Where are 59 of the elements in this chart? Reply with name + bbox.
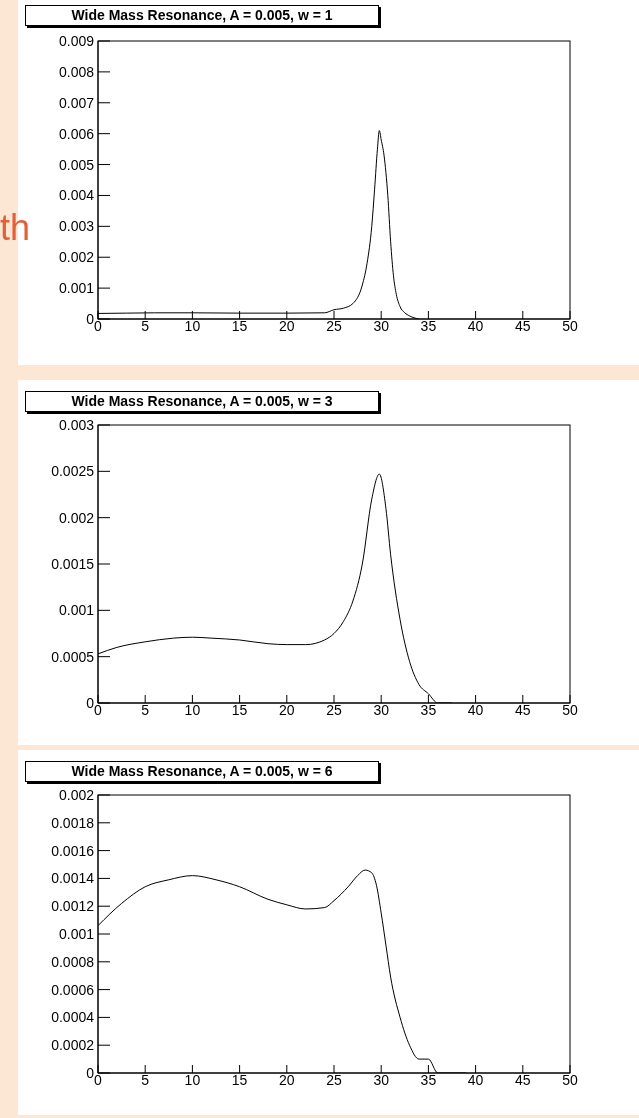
y-tick-label: 0.001 [58,602,95,619]
x-tick-label: 35 [420,701,437,718]
x-tick-label: 5 [141,317,150,334]
y-tick-label: 0.003 [58,218,95,235]
x-tick-label: 40 [467,317,484,334]
y-tick-label: 0.002 [58,249,95,266]
y-tick-label: 0.002 [58,509,95,526]
x-tick-label: 15 [231,701,248,718]
x-tick-label: 20 [279,1071,295,1088]
x-tick-label: 40 [467,701,484,718]
x-tick-label: 10 [184,1071,201,1088]
x-tick-label: 30 [373,1071,390,1088]
x-tick-label: 35 [420,317,437,334]
x-tick-label: 10 [184,317,201,334]
chart-title: Wide Mass Resonance, A = 0.005, w = 3 [25,391,379,412]
y-tick-label: 0.001 [58,925,95,942]
x-tick-label: 45 [515,1071,531,1088]
y-tick-label: 0.0004 [51,1009,95,1026]
x-tick-label: 15 [231,317,248,334]
x-tick-label: 25 [326,1071,342,1088]
y-tick-label: 0.003 [58,416,95,433]
x-tick-label: 15 [231,1071,248,1088]
y-tick-label: 0.005 [58,156,95,173]
y-tick-label: 0.009 [58,32,95,49]
y-tick-label: 0.001 [58,280,95,297]
y-tick-label: 0.0012 [51,898,95,915]
x-tick-label: 35 [420,1071,437,1088]
x-tick-label: 50 [562,1071,578,1088]
text: th [0,207,31,248]
y-tick-label: 0.0018 [51,814,95,831]
y-tick-label: 0.0002 [51,1037,95,1054]
x-tick-label: 50 [562,317,578,334]
x-tick-label: 5 [141,701,150,718]
y-tick-label: 0.008 [58,63,95,80]
x-tick-label: 45 [515,317,531,334]
y-tick-label: 0.006 [58,125,95,142]
y-tick-label: 0.002 [58,786,95,803]
y-tick-label: 0.007 [58,94,95,111]
y-tick-label: 0.0008 [51,953,95,970]
x-tick-label: 50 [562,701,578,718]
x-tick-label: 25 [326,701,342,718]
y-tick-label: 0.0025 [51,463,95,480]
y-tick-label: 0.0014 [51,870,95,887]
x-tick-label: 30 [373,701,390,718]
y-tick-label: 0.0015 [51,555,95,572]
chart-title: Wide Mass Resonance, A = 0.005, w = 1 [25,5,379,26]
x-tick-label: 5 [141,1071,150,1088]
y-tick-label: 0.004 [58,187,95,204]
y-tick-label: 0.0006 [51,981,95,998]
x-tick-label: 25 [326,317,342,334]
x-tick-label: 30 [373,317,390,334]
y-tick-label: 0.0016 [51,842,95,859]
y-tick-label: 0.0005 [51,648,95,665]
x-tick-label: 10 [184,701,201,718]
chart-title: Wide Mass Resonance, A = 0.005, w = 6 [25,761,379,782]
x-tick-label: 45 [515,701,531,718]
x-tick-label: 20 [279,701,295,718]
x-tick-label: 40 [467,1071,484,1088]
x-tick-label: 20 [279,317,295,334]
